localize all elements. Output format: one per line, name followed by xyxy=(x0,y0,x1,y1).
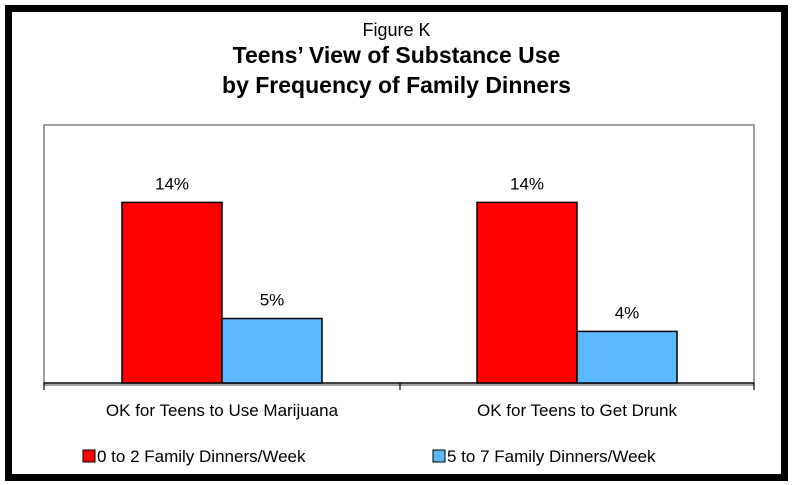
data-label: 14% xyxy=(155,174,189,193)
figure-label: Figure K xyxy=(362,20,431,40)
plot-area-border xyxy=(43,124,755,386)
legend-label: 5 to 7 Family Dinners/Week xyxy=(447,447,656,466)
data-label: 4% xyxy=(615,303,640,322)
chart-title-line1: Teens’ View of Substance Use xyxy=(232,42,561,68)
chart-title-line2: by Frequency of Family Dinners xyxy=(222,72,571,98)
data-label: 5% xyxy=(260,291,285,310)
bar-high-1 xyxy=(576,330,678,384)
legend-label: 0 to 2 Family Dinners/Week xyxy=(97,447,306,466)
bar-low-1 xyxy=(476,201,578,384)
legend-swatch xyxy=(432,449,446,463)
bar-low-0 xyxy=(121,201,223,384)
bar-high-0 xyxy=(221,317,323,384)
legend-swatch xyxy=(82,449,96,463)
data-label: 14% xyxy=(510,174,544,193)
category-label: OK for Teens to Get Drunk xyxy=(477,401,677,420)
category-label: OK for Teens to Use Marijuana xyxy=(106,401,339,420)
